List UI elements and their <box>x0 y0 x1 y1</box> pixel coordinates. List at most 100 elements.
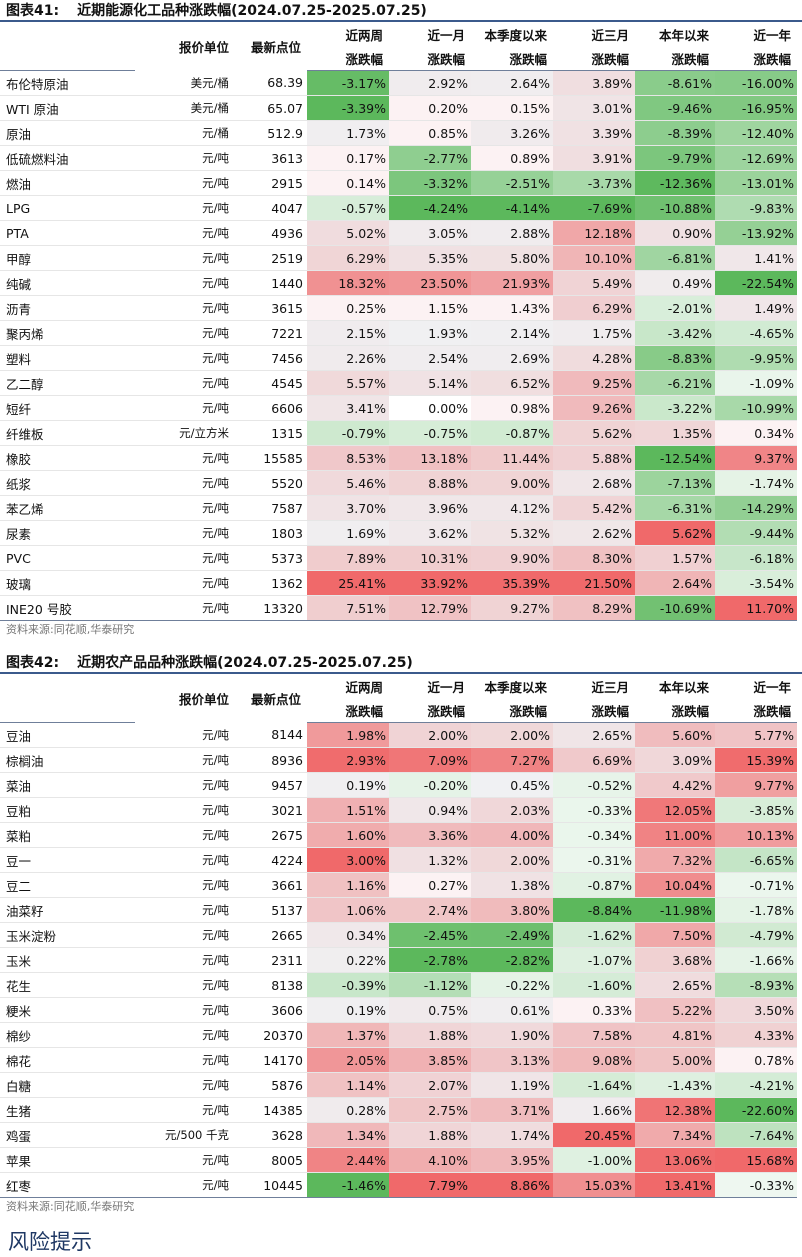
agri-cell-change-qtd: 3.95% <box>471 1147 553 1173</box>
energy-cell-change-ytd: 2.64% <box>635 570 715 596</box>
energy-cell-change-ytd: -10.88% <box>635 195 715 221</box>
agri-cell-change-3m: 2.65% <box>553 722 635 748</box>
agri-cell-change-3m: 7.58% <box>553 1022 635 1048</box>
energy-table-row: 苯乙烯 元/吨 7587 3.70% 3.96% 4.12% 5.42% -6.31% -14.… <box>0 495 797 521</box>
energy-cell-product-name: 布伦特原油 <box>0 70 135 96</box>
agri-cell-unit: 元/吨 <box>135 1072 235 1098</box>
agri-section: 图表42: 近期农产品品种涨跌幅(2024.07.25-2025.07.25) 报… <box>0 652 802 1216</box>
agri-cell-change-2w: 0.19% <box>307 997 389 1023</box>
energy-cell-change-qtd: 9.00% <box>471 470 553 496</box>
agri-cell-change-ytd: 2.65% <box>635 972 715 998</box>
agri-cell-change-2w: 2.44% <box>307 1147 389 1173</box>
agri-cell-product-name: 棉纱 <box>0 1022 135 1048</box>
agri-cell-unit: 元/吨 <box>135 972 235 998</box>
energy-cell-change-1y: -4.65% <box>715 320 797 346</box>
energy-cell-unit: 元/吨 <box>135 320 235 346</box>
agri-cell-unit: 元/吨 <box>135 1022 235 1048</box>
agri-cell-latest-price: 3628 <box>235 1122 307 1148</box>
energy-cell-change-2w: -3.17% <box>307 70 389 96</box>
agri-cell-change-ytd: 11.00% <box>635 822 715 848</box>
agri-cell-unit: 元/吨 <box>135 847 235 873</box>
energy-table-row: 原油 元/桶 512.9 1.73% 0.85% 3.26% 3.39% -8.39% -12.… <box>0 120 797 146</box>
agri-cell-change-ytd: 4.42% <box>635 772 715 798</box>
agri-header-unit: 报价单位 <box>178 691 229 707</box>
energy-cell-change-1m: 3.96% <box>389 495 471 521</box>
energy-cell-product-name: 沥青 <box>0 295 135 321</box>
energy-cell-product-name: 乙二醇 <box>0 370 135 396</box>
agri-header-col4: 近三月 <box>591 679 629 695</box>
agri-cell-latest-price: 8005 <box>235 1147 307 1173</box>
agri-cell-change-1m: 2.00% <box>389 722 471 748</box>
energy-cell-change-1m: 23.50% <box>389 270 471 296</box>
energy-cell-unit: 元/吨 <box>135 520 235 546</box>
energy-cell-change-1y: -3.54% <box>715 570 797 596</box>
agri-cell-product-name: 豆粕 <box>0 797 135 823</box>
energy-cell-change-3m: 5.62% <box>553 420 635 446</box>
energy-cell-change-3m: 6.29% <box>553 295 635 321</box>
energy-cell-change-qtd: 2.88% <box>471 220 553 246</box>
agri-header-col3-sub: 涨跌幅 <box>471 698 553 723</box>
energy-cell-change-1m: 1.93% <box>389 320 471 346</box>
energy-cell-change-3m: 2.62% <box>553 520 635 546</box>
energy-cell-change-2w: 5.02% <box>307 220 389 246</box>
energy-table-row: WTI 原油 美元/桶 65.07 -3.39% 0.20% 0.15% 3.01% -9.4… <box>0 95 797 121</box>
agri-cell-unit: 元/吨 <box>135 722 235 748</box>
agri-cell-latest-price: 5876 <box>235 1072 307 1098</box>
energy-table-row: 玻璃 元/吨 1362 25.41% 33.92% 35.39% 21.50% 2.64% -3… <box>0 570 797 596</box>
energy-cell-change-ytd: -9.46% <box>635 95 715 121</box>
energy-header-row-1: 报价单位 最新点位 近两周 近一月 本季度以来 近三月 本年以来 近一年 <box>0 22 797 55</box>
agri-cell-change-ytd: -1.43% <box>635 1072 715 1098</box>
agri-cell-change-1m: 7.79% <box>389 1172 471 1198</box>
agri-cell-change-1m: -0.20% <box>389 772 471 798</box>
energy-cell-change-qtd: 2.64% <box>471 70 553 96</box>
energy-cell-change-1m: 8.88% <box>389 470 471 496</box>
energy-header-col2-sub: 涨跌幅 <box>389 46 471 71</box>
agri-cell-change-2w: 3.00% <box>307 847 389 873</box>
agri-cell-change-ytd: 5.00% <box>635 1047 715 1073</box>
agri-cell-change-ytd: 12.05% <box>635 797 715 823</box>
energy-cell-change-qtd: 0.15% <box>471 95 553 121</box>
agri-cell-change-3m: 6.69% <box>553 747 635 773</box>
energy-cell-change-1m: 1.15% <box>389 295 471 321</box>
energy-cell-change-3m: 3.91% <box>553 145 635 171</box>
agri-cell-change-1y: -1.66% <box>715 947 797 973</box>
energy-cell-change-qtd: 1.43% <box>471 295 553 321</box>
energy-cell-change-1m: -0.75% <box>389 420 471 446</box>
energy-cell-change-2w: 18.32% <box>307 270 389 296</box>
agri-cell-change-ytd: 3.68% <box>635 947 715 973</box>
energy-header-col4: 近三月 <box>591 27 629 43</box>
energy-table-row: 塑料 元/吨 7456 2.26% 2.54% 2.69% 4.28% -8.83% -9.95… <box>0 345 797 371</box>
agri-table-row: 棉花 元/吨 14170 2.05% 3.85% 3.13% 9.08% 5.00% 0.78% <box>0 1047 797 1073</box>
agri-cell-change-1y: -6.65% <box>715 847 797 873</box>
energy-table-row: 纸浆 元/吨 5520 5.46% 8.88% 9.00% 2.68% -7.13% -1.74… <box>0 470 797 496</box>
agri-cell-change-qtd: 3.80% <box>471 897 553 923</box>
energy-cell-latest-price: 4545 <box>235 370 307 396</box>
energy-cell-unit: 元/桶 <box>135 120 235 146</box>
energy-table-row: 纯碱 元/吨 1440 18.32% 23.50% 21.93% 5.49% 0.49% -22… <box>0 270 797 296</box>
energy-cell-change-3m: 5.88% <box>553 445 635 471</box>
agri-cell-change-2w: 2.05% <box>307 1047 389 1073</box>
energy-table: 报价单位 最新点位 近两周 近一月 本季度以来 近三月 本年以来 近一年 涨跌幅… <box>0 22 797 621</box>
energy-cell-product-name: 纤维板 <box>0 420 135 446</box>
agri-cell-change-2w: 0.19% <box>307 772 389 798</box>
energy-cell-change-1y: -12.69% <box>715 145 797 171</box>
energy-source-note: 资料来源:同花顺,华泰研究 <box>6 623 135 636</box>
agri-cell-unit: 元/吨 <box>135 947 235 973</box>
agri-cell-change-qtd: 2.03% <box>471 797 553 823</box>
energy-cell-change-3m: 1.75% <box>553 320 635 346</box>
energy-header-col3-sub: 涨跌幅 <box>471 46 553 71</box>
energy-table-row: 短纤 元/吨 6606 3.41% 0.00% 0.98% 9.26% -3.22% -10.9… <box>0 395 797 421</box>
energy-cell-change-qtd: -0.87% <box>471 420 553 446</box>
energy-cell-latest-price: 3615 <box>235 295 307 321</box>
agri-cell-change-1y: 10.13% <box>715 822 797 848</box>
agri-cell-change-ytd: 13.41% <box>635 1172 715 1198</box>
agri-cell-change-2w: 2.93% <box>307 747 389 773</box>
agri-table-row: 豆粕 元/吨 3021 1.51% 0.94% 2.03% -0.33% 12.05% -3.8… <box>0 797 797 823</box>
agri-cell-change-2w: 1.37% <box>307 1022 389 1048</box>
agri-header-col2: 近一月 <box>427 679 465 695</box>
agri-table-row: 棕榈油 元/吨 8936 2.93% 7.09% 7.27% 6.69% 3.09% 15.39… <box>0 747 797 773</box>
energy-table-row: 沥青 元/吨 3615 0.25% 1.15% 1.43% 6.29% -2.01% 1.49% <box>0 295 797 321</box>
agri-cell-change-3m: -1.07% <box>553 947 635 973</box>
agri-cell-product-name: 豆油 <box>0 722 135 748</box>
agri-cell-change-ytd: 12.38% <box>635 1097 715 1123</box>
